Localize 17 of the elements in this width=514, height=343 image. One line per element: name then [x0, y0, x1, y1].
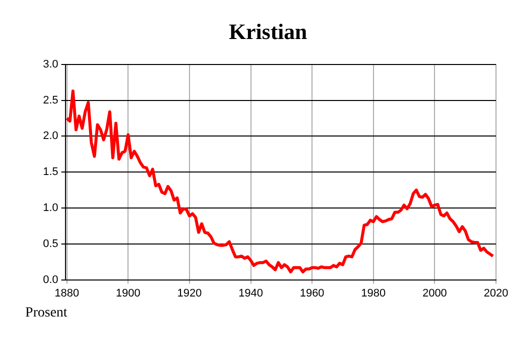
y-tick-label: 2.0	[42, 130, 58, 142]
chart-title: Kristian	[228, 18, 308, 44]
x-tick-label: 2020	[484, 287, 508, 300]
x-tick-label: 1940	[238, 287, 263, 300]
x-tick-label: 1920	[177, 287, 202, 300]
y-tick-label: 0.0	[42, 274, 58, 286]
x-tick-label: 1900	[116, 287, 140, 300]
y-tick-label: 0.5	[42, 238, 58, 250]
x-tick-label: 2000	[422, 287, 447, 300]
y-tick-label: 1.5	[42, 166, 58, 178]
x-tick-label: 1960	[300, 287, 324, 300]
y-tick-label: 3.0	[42, 58, 58, 70]
y-tick-label: 2.5	[42, 94, 58, 106]
y-axis-title: Prosent	[25, 305, 68, 320]
x-tick-label: 1880	[54, 287, 80, 300]
y-tick-label: 1.0	[42, 202, 58, 214]
x-tick-label: 1980	[361, 287, 386, 300]
